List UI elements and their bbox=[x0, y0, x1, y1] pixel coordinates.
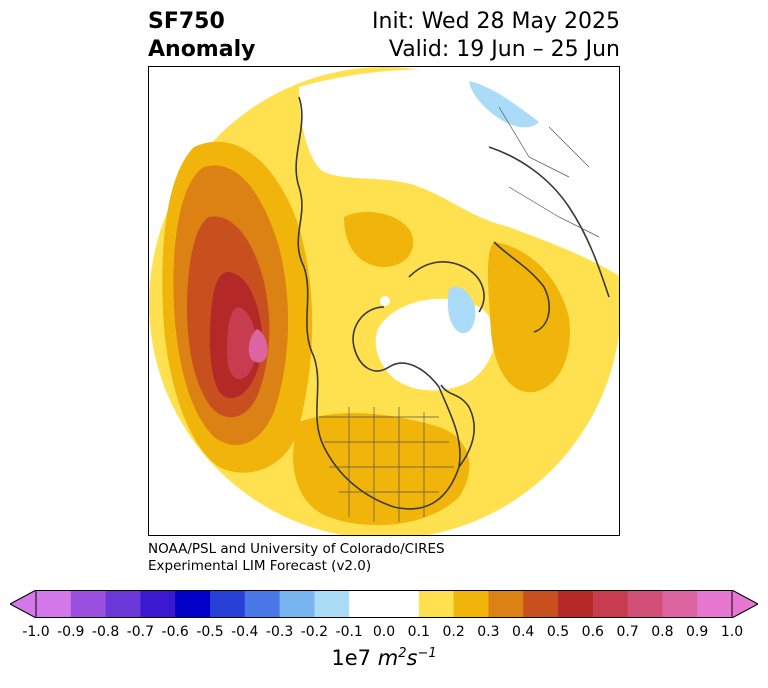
colorbar-tick-label: 0.9 bbox=[686, 624, 709, 640]
init-date: Init: Wed 28 May 2025 bbox=[372, 9, 620, 34]
colorbar-tick-label: 0.6 bbox=[581, 624, 604, 640]
us-state-lines-vertical bbox=[348, 407, 425, 522]
colorbar-segment bbox=[279, 590, 315, 618]
colorbar-tick-label: 0.1 bbox=[407, 624, 430, 640]
colorbar-outline bbox=[35, 590, 733, 618]
greenland-coast bbox=[408, 261, 485, 313]
units-s: s bbox=[406, 646, 418, 670]
colorbar-tick-label: 0.8 bbox=[651, 624, 674, 640]
colorbar-tick-label: -0.9 bbox=[57, 624, 85, 640]
credit-text: NOAA/PSL and University of Colorado/CIRE… bbox=[148, 541, 445, 575]
europe-coast bbox=[493, 241, 550, 333]
units-exp-2: −1 bbox=[417, 646, 437, 661]
colorbar-tick-label: 1.0 bbox=[720, 624, 744, 640]
anomaly-map-svg bbox=[149, 67, 619, 535]
field-name: SF750 bbox=[148, 9, 225, 34]
credit-line-1: NOAA/PSL and University of Colorado/CIRE… bbox=[148, 541, 445, 557]
colorbar-tick-label: 0.4 bbox=[512, 624, 535, 640]
colorbar-tick-label: -0.6 bbox=[161, 624, 189, 640]
coastlines bbox=[295, 96, 610, 510]
anomaly-0.8-region bbox=[248, 329, 268, 363]
colorbar-tick-label: -0.3 bbox=[265, 624, 294, 640]
colorbar-tick-label: -0.7 bbox=[126, 624, 155, 640]
colorbar-segment bbox=[558, 590, 594, 618]
colorbar-segment bbox=[314, 590, 350, 618]
political-borders bbox=[319, 106, 600, 522]
colorbar-segment bbox=[418, 590, 455, 618]
colorbar-segment bbox=[523, 590, 559, 618]
field-type: Anomaly bbox=[148, 37, 256, 62]
colorbar-segment bbox=[384, 590, 420, 618]
na-west-coast bbox=[295, 96, 461, 510]
colorbar-segment bbox=[662, 590, 698, 618]
colorbar-tick-label: -0.5 bbox=[196, 624, 224, 640]
colorbar-tick-label: 0.3 bbox=[477, 624, 500, 640]
anomaly-0.6-region bbox=[227, 307, 257, 379]
colorbar-segment bbox=[627, 590, 663, 618]
units-prefix: 1e7 bbox=[331, 646, 372, 670]
colorbar-tick-label: -0.8 bbox=[91, 624, 120, 640]
anomaly-0.2-region-na bbox=[293, 412, 470, 526]
colorbar-segment bbox=[453, 590, 489, 618]
colorbar-segment bbox=[70, 590, 107, 618]
us-state-lines bbox=[319, 416, 454, 493]
colorbar-tick-label: 0.7 bbox=[616, 624, 639, 640]
colorbar-segment bbox=[488, 590, 524, 618]
colorbar-over-arrow bbox=[731, 590, 758, 618]
credit-line-2: Experimental LIM Forecast (v2.0) bbox=[148, 558, 372, 574]
colorbar-segment bbox=[697, 590, 733, 618]
colorbar-segment bbox=[210, 590, 246, 618]
hudson-bay-coast bbox=[352, 306, 440, 388]
colorbar-segment bbox=[244, 590, 281, 618]
colorbar-segment bbox=[592, 590, 629, 618]
pole-marker bbox=[380, 296, 390, 306]
eurasia-coast bbox=[488, 146, 610, 298]
field-title: SF750 Anomaly bbox=[148, 8, 255, 64]
anomaly-neg-0.1-region-scandinavia bbox=[447, 286, 476, 334]
forecast-dates: Init: Wed 28 May 2025 Valid: 19 Jun – 25… bbox=[372, 8, 620, 64]
anomaly-neg-0.1-region-siberia bbox=[469, 81, 539, 128]
colorbar-tick-label: -1.0 bbox=[22, 624, 50, 640]
anomaly-fill-layers bbox=[149, 67, 619, 535]
colorbar-segment bbox=[140, 590, 176, 618]
colorbar bbox=[10, 590, 758, 618]
colorbar-tick-labels: -1.0 -0.9 -0.8 -0.7 -0.6 -0.5 -0.4 -0.3 -0.2 -0.1… bbox=[0, 624, 768, 644]
anomaly-0.2-region-arctic bbox=[344, 212, 414, 267]
colorbar-tick-label: 0.5 bbox=[546, 624, 570, 640]
units-exp-1: 2 bbox=[398, 646, 407, 661]
eurasia-borders bbox=[498, 106, 600, 238]
anomaly-0.2-region-atlantic bbox=[487, 242, 570, 393]
na-east-coast bbox=[440, 384, 475, 468]
colorbar-units: 1e7 m2s−1 bbox=[0, 646, 768, 670]
zero-region-eurasia bbox=[299, 69, 619, 276]
colorbar-segment bbox=[105, 590, 141, 618]
colorbar-tick-label: 0.2 bbox=[442, 624, 465, 640]
colorbar-tick-label: -0.2 bbox=[300, 624, 329, 640]
colorbar-under-arrow bbox=[10, 590, 37, 618]
colorbar-segment bbox=[175, 590, 211, 618]
colorbar-segment bbox=[349, 590, 385, 618]
units-m: m bbox=[377, 646, 399, 670]
colorbar-tick-label: 0.0 bbox=[372, 624, 396, 640]
colorbar-segment bbox=[36, 590, 72, 618]
colorbar-tick-label: -0.4 bbox=[231, 624, 259, 640]
colorbar-tick-label: -0.1 bbox=[335, 624, 363, 640]
polar-stereographic-map bbox=[148, 66, 620, 536]
valid-period: Valid: 19 Jun – 25 Jun bbox=[388, 37, 620, 62]
